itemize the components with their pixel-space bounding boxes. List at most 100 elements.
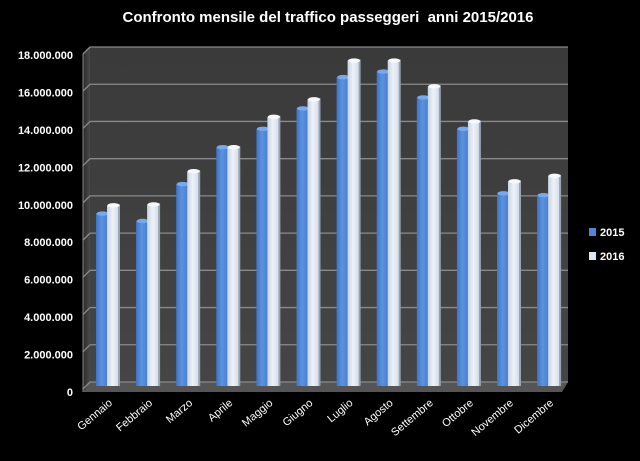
bar-2015-aprile [216, 147, 228, 386]
legend-swatch-2016 [589, 252, 596, 260]
chart-title: Confronto mensile del traffico passegger… [123, 9, 534, 26]
legend-label-2016: 2016 [600, 251, 624, 263]
bar-side-2016 [357, 59, 361, 387]
bar-top-2015 [256, 126, 269, 131]
x-category-label: Gennaio [75, 397, 115, 433]
y-tick-label: 12.000.000 [18, 162, 73, 174]
gridline-side [82, 83, 91, 92]
bar-top-2015 [497, 191, 510, 196]
bar-top-2016 [267, 114, 280, 119]
bar-2016-giugno [307, 99, 319, 387]
bar-side-2016 [518, 180, 521, 386]
bar-2016-luglio [347, 60, 359, 387]
x-category-label: Settembre [389, 397, 436, 439]
gridline-side [82, 381, 91, 390]
legend-label-2015: 2015 [600, 227, 624, 239]
bar-2015-giugno [296, 108, 308, 386]
bar-top-2015 [136, 218, 149, 224]
y-tick-label: 16.000.000 [18, 87, 73, 99]
floor [83, 382, 568, 392]
gridline-side [82, 232, 91, 241]
x-category-label: Aprile [206, 397, 235, 424]
bar-2016-settembre [427, 86, 439, 386]
y-tick-label: 6.000.000 [24, 275, 73, 287]
bar-side-2016 [558, 174, 562, 386]
bar-top-2015 [96, 211, 109, 216]
bar-2016-febbraio [147, 204, 159, 386]
gridline-side [82, 120, 91, 129]
bar-2015-gennaio [96, 213, 107, 386]
bar-2015-marzo [176, 184, 188, 386]
bar-side-2016 [317, 98, 321, 387]
bar-top-2015 [417, 95, 430, 100]
back-wall [90, 47, 568, 382]
bar-2015-dicembre [537, 195, 549, 386]
bar-side-2016 [277, 115, 281, 387]
bar-top-2016 [107, 203, 120, 208]
y-tick-label: 2.000.000 [24, 350, 73, 362]
bar-side-2016 [437, 85, 441, 386]
bar-top-2016 [308, 97, 320, 102]
x-category-label: Maggio [240, 397, 275, 429]
bar-side-2016 [397, 59, 401, 387]
bar-top-2015 [337, 74, 350, 80]
bar-2016-novembre [508, 181, 519, 386]
bar-2016-marzo [187, 171, 199, 386]
bar-2016-ottobre [467, 121, 479, 387]
bar-side-2016 [477, 120, 481, 387]
bar-top-2016 [548, 173, 561, 179]
legend-swatch-2015 [589, 228, 596, 236]
x-category-label: Dicembre [512, 397, 556, 436]
x-category-label: Novembre [469, 397, 516, 439]
x-category-label: Febbraio [114, 397, 155, 434]
bar-top-2016 [147, 202, 160, 207]
bar-side-2016 [237, 146, 241, 386]
y-tick-label: 14.000.000 [18, 125, 73, 137]
x-category-label: Agosto [362, 397, 396, 428]
y-tick-label: 8.000.000 [24, 237, 73, 249]
y-tick-label: 18.000.000 [18, 50, 73, 62]
bar-side-2016 [197, 170, 201, 386]
bar-2015-febbraio [136, 221, 148, 386]
bar-2015-luglio [336, 77, 348, 386]
x-category-label: Ottobre [440, 397, 476, 430]
x-category-label: Marzo [164, 397, 195, 426]
bar-top-2016 [388, 58, 401, 63]
y-tick-label: 10.000.000 [18, 200, 73, 212]
bar-top-2016 [508, 179, 521, 184]
bar-top-2015 [297, 106, 309, 111]
gridline-side [82, 195, 91, 204]
bar-2016-agosto [387, 60, 399, 387]
x-category-label: Luglio [325, 397, 355, 425]
bar-top-2016 [187, 169, 200, 174]
bar-top-2015 [457, 126, 470, 131]
gridline-side [82, 158, 91, 167]
bar-2016-dicembre [548, 175, 560, 386]
bar-top-2015 [176, 181, 189, 187]
bar-top-2015 [216, 145, 229, 150]
gridline-side [82, 307, 91, 316]
bar-2015-maggio [256, 128, 268, 386]
bar-top-2016 [428, 84, 441, 89]
bar-2016-gennaio [107, 205, 118, 386]
side-wall [83, 47, 90, 392]
gridline-side [82, 344, 91, 353]
y-tick-label: 0 [67, 387, 73, 399]
bar-top-2016 [227, 145, 240, 150]
gridline-side [82, 46, 91, 55]
bar-2015-settembre [416, 97, 428, 386]
bar-2016-maggio [267, 116, 279, 387]
gridline-side [82, 269, 91, 278]
y-tick-label: 4.000.000 [24, 312, 73, 324]
bar-side-2016 [157, 203, 161, 386]
bar-2015-agosto [376, 71, 388, 386]
bar-2015-ottobre [456, 128, 468, 386]
bar-2015-novembre [497, 193, 508, 386]
bar-top-2015 [537, 192, 550, 198]
bar-top-2016 [348, 58, 361, 63]
bar-side-2016 [117, 204, 120, 386]
bar-top-2015 [377, 69, 390, 74]
x-category-label: Giugno [281, 397, 316, 429]
bar-2016-aprile [227, 147, 239, 386]
